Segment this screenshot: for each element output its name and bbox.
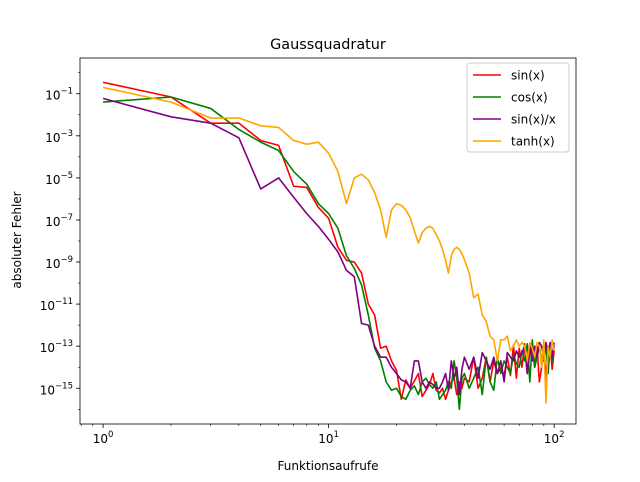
chart-title: Gaussquadratur [270, 37, 386, 53]
x-tick-label: 101 [318, 430, 339, 446]
y-tick-label: 10−13 [40, 339, 73, 355]
x-tick-label: 100 [93, 430, 114, 446]
y-tick-label: 10−11 [40, 297, 73, 313]
legend-label: tanh(x) [511, 135, 555, 149]
legend-label: sin(x) [511, 69, 545, 83]
series-lines [102, 81, 555, 411]
legend-box [466, 62, 570, 153]
series-line-2 [102, 97, 555, 396]
y-tick-label: 10−3 [45, 129, 73, 145]
y-axis-label: absoluter Fehler [10, 191, 24, 288]
legend: sin(x) cos(x) sin(x)/x tanh(x) [466, 62, 570, 153]
plot-area [102, 81, 555, 411]
y-tick-label: 10−5 [45, 171, 73, 187]
axes: 100 101 102 10−15 10−13 10−11 10−9 10−7 10−5 10−3… [40, 57, 577, 446]
legend-label: cos(x) [511, 91, 548, 105]
x-axis-label: Funktionsaufrufe [278, 459, 379, 473]
y-tick-label: 10−1 [45, 87, 73, 103]
x-tick-label: 102 [544, 430, 565, 446]
y-tick-label: 10−15 [40, 381, 73, 397]
y-tick-label: 10−7 [45, 213, 73, 229]
series-line-3 [102, 86, 555, 404]
y-tick-label: 10−9 [45, 255, 73, 271]
legend-label: sin(x)/x [511, 113, 556, 127]
